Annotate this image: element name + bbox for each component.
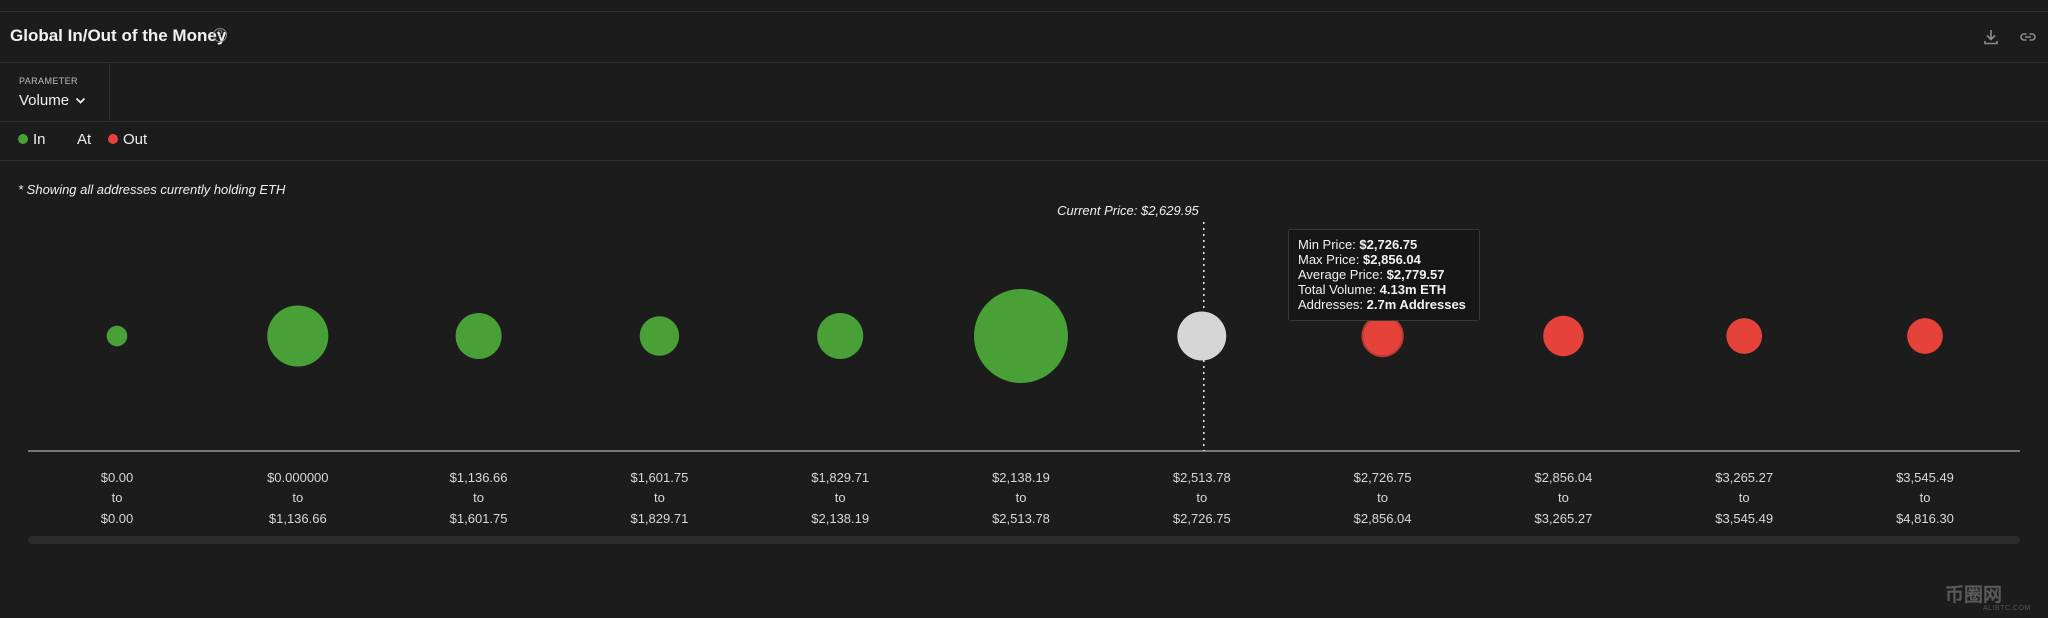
tick-label-connector: to: [1920, 490, 1931, 505]
page-title: Global In/Out of the Money: [10, 26, 227, 45]
tooltip-avg-value: $2,779.57: [1386, 267, 1445, 282]
tick-label-from: $3,265.27: [1715, 470, 1773, 485]
tooltip-max-label: Max Price:: [1298, 252, 1360, 267]
tooltip-avg: Average Price: $2,779.57: [1298, 267, 1479, 282]
legend-out-dot: [108, 134, 118, 144]
tooltip-addresses: Addresses: 2.7m Addresses: [1298, 297, 1479, 312]
tick-label-to: $2,856.04: [1354, 511, 1412, 526]
bubble-tooltip: Min Price: $2,726.75 Max Price: $2,856.0…: [1288, 229, 1480, 321]
tick-label-from: $2,513.78: [1173, 470, 1231, 485]
watermark-sub: ALIBTC.COM: [1983, 605, 2031, 612]
tick-label-connector: to: [654, 490, 665, 505]
tick-label-connector: to: [1377, 490, 1388, 505]
tick-label-connector: to: [835, 490, 846, 505]
parameter-select[interactable]: PARAMETER Volume: [0, 63, 110, 121]
chevron-down-icon: [76, 97, 86, 104]
bubble-in[interactable]: [974, 289, 1068, 383]
watermark: 币圈网: [1945, 585, 2003, 606]
help-icon[interactable]: ?: [213, 28, 227, 42]
tooltip-min-label: Min Price:: [1298, 237, 1356, 252]
bubble-out[interactable]: [1726, 318, 1763, 354]
legend: In At Out: [0, 122, 2048, 161]
legend-in[interactable]: In: [18, 131, 46, 148]
parameter-value: Volume: [19, 92, 70, 109]
tick-label-to: $1,829.71: [630, 511, 688, 526]
tick-label-connector: to: [1739, 490, 1750, 505]
chart-scrollbar[interactable]: [28, 536, 2020, 544]
tooltip-vol-label: Total Volume:: [1298, 282, 1377, 297]
legend-in-dot: [18, 134, 28, 144]
link-icon[interactable]: [2018, 27, 2038, 47]
legend-at[interactable]: At: [77, 131, 91, 148]
bubble-in[interactable]: [106, 325, 128, 347]
bubble-in[interactable]: [455, 312, 502, 360]
bubble-out[interactable]: [1361, 314, 1404, 358]
tooltip-min: Min Price: $2,726.75: [1298, 237, 1479, 252]
legend-out-label: Out: [123, 131, 148, 148]
chart-note: * Showing all addresses currently holdin…: [18, 182, 286, 197]
tick-label-from: $2,726.75: [1354, 470, 1412, 485]
current-price-label: Current Price: $2,629.95: [1057, 203, 1199, 218]
parameter-bar: PARAMETER Volume: [0, 63, 2048, 122]
legend-in-label: In: [33, 131, 46, 148]
tick-label-from: $2,856.04: [1534, 470, 1592, 485]
tick-label-to: $2,726.75: [1173, 511, 1231, 526]
download-icon[interactable]: [1981, 27, 2001, 47]
tick-label-from: $0.000000: [267, 470, 328, 485]
bubble-out[interactable]: [1543, 315, 1584, 357]
tick-label-from: $1,601.75: [630, 470, 688, 485]
tooltip-avg-label: Average Price:: [1298, 267, 1384, 282]
bubble-in[interactable]: [267, 305, 329, 367]
tooltip-max-value: $2,856.04: [1363, 252, 1421, 267]
parameter-label: PARAMETER: [19, 76, 78, 86]
tick-label-to: $0.00: [101, 511, 134, 526]
tick-label-connector: to: [473, 490, 484, 505]
tooltip-min-value: $2,726.75: [1359, 237, 1418, 252]
tooltip-vol-value: 4.13m ETH: [1379, 282, 1447, 297]
tick-label-to: $3,545.49: [1715, 511, 1773, 526]
bubble-in[interactable]: [817, 312, 864, 360]
tick-label-from: $3,545.49: [1896, 470, 1954, 485]
tooltip-addr-value: 2.7m Addresses: [1366, 297, 1466, 312]
bubble-at[interactable]: [1177, 311, 1227, 361]
bubble-in[interactable]: [639, 316, 680, 356]
tick-label-to: $2,513.78: [992, 511, 1050, 526]
tick-label-connector: to: [1558, 490, 1569, 505]
tick-label-from: $1,136.66: [450, 470, 508, 485]
tooltip-addr-label: Addresses:: [1298, 297, 1364, 312]
tick-label-from: $2,138.19: [992, 470, 1050, 485]
tick-label-from: $0.00: [101, 470, 134, 485]
tick-label-connector: to: [1016, 490, 1027, 505]
tooltip-max: Max Price: $2,856.04: [1298, 252, 1479, 267]
tooltip-volume: Total Volume: 4.13m ETH: [1298, 282, 1479, 297]
tick-label-to: $4,816.30: [1896, 511, 1954, 526]
legend-at-label: At: [77, 131, 92, 148]
chart-header: Global In/Out of the Money ?: [0, 12, 2048, 63]
tick-label-to: $1,601.75: [450, 511, 508, 526]
tick-label-connector: to: [292, 490, 303, 505]
tick-label-connector: to: [112, 490, 123, 505]
bubble-out[interactable]: [1907, 318, 1943, 354]
tick-label-to: $2,138.19: [811, 511, 869, 526]
tick-label-to: $3,265.27: [1534, 511, 1592, 526]
tick-label-to: $1,136.66: [269, 511, 327, 526]
tick-label-from: $1,829.71: [811, 470, 869, 485]
parameter-dropdown[interactable]: Volume: [19, 92, 86, 109]
top-divider: [0, 11, 2048, 12]
legend-out[interactable]: Out: [108, 131, 147, 148]
tick-label-connector: to: [1196, 490, 1207, 505]
